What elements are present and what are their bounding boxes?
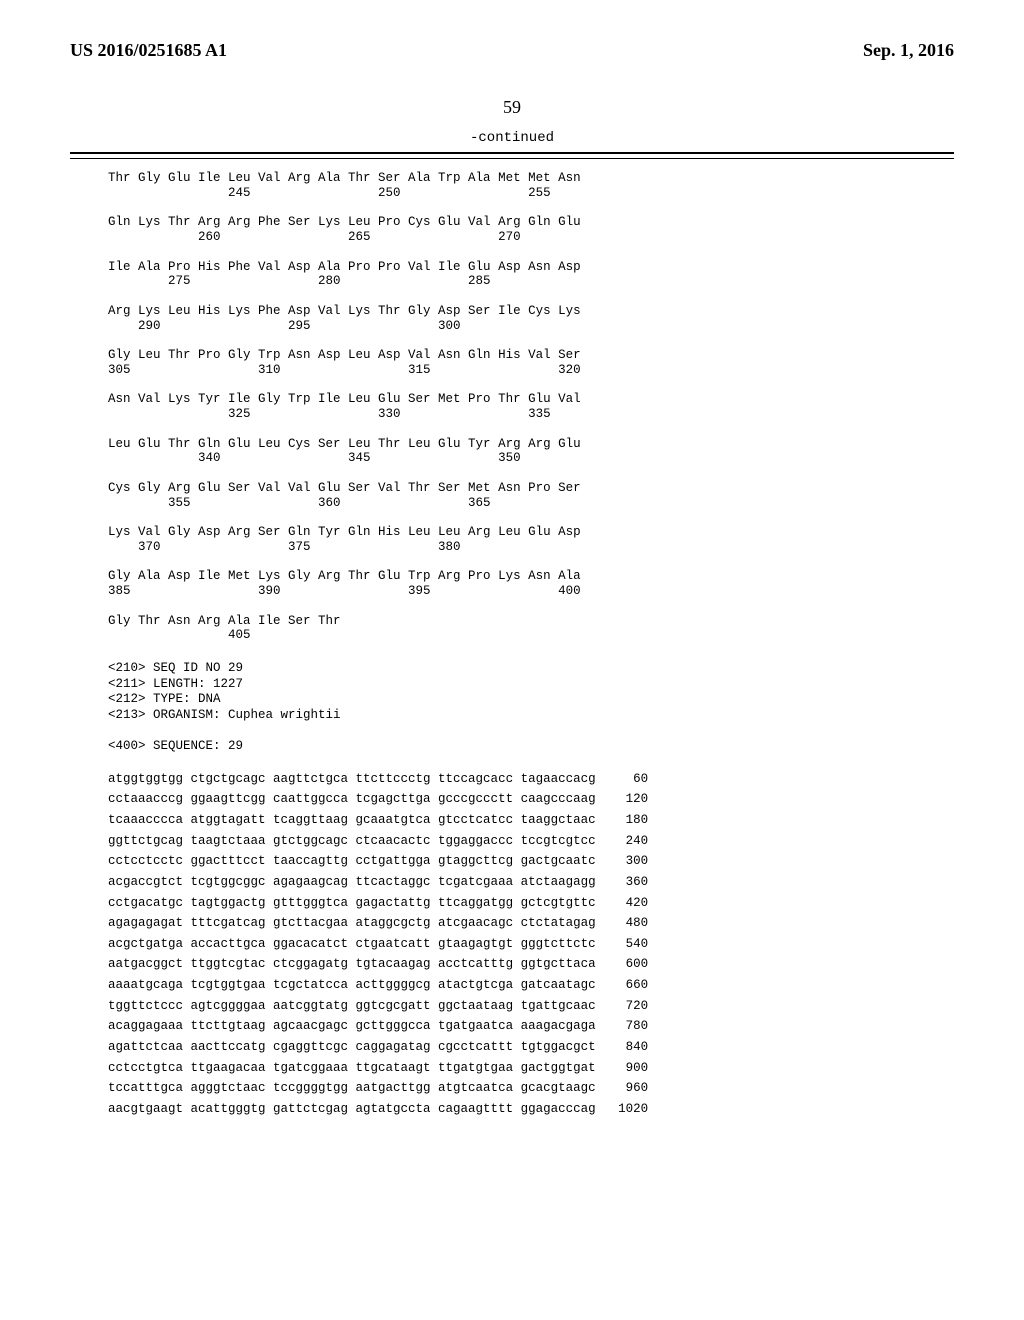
spacer [70,643,954,661]
top-rule-light [70,158,954,159]
page-header: US 2016/0251685 A1 Sep. 1, 2016 [70,40,954,61]
page-number: 59 [70,97,954,118]
page: US 2016/0251685 A1 Sep. 1, 2016 59 -cont… [0,0,1024,1320]
continued-label: -continued [70,130,954,146]
sequence-metadata-block: <210> SEQ ID NO 29 <211> LENGTH: 1227 <2… [108,661,954,755]
publication-date: Sep. 1, 2016 [863,40,954,61]
top-rule-heavy [70,152,954,154]
nucleotide-sequence-block: atggtggtgg ctgctgcagc aagttctgca ttcttcc… [108,769,954,1120]
protein-sequence-block: Thr Gly Glu Ile Leu Val Arg Ala Thr Ser … [108,171,954,643]
publication-number: US 2016/0251685 A1 [70,40,227,61]
spacer [70,755,954,769]
